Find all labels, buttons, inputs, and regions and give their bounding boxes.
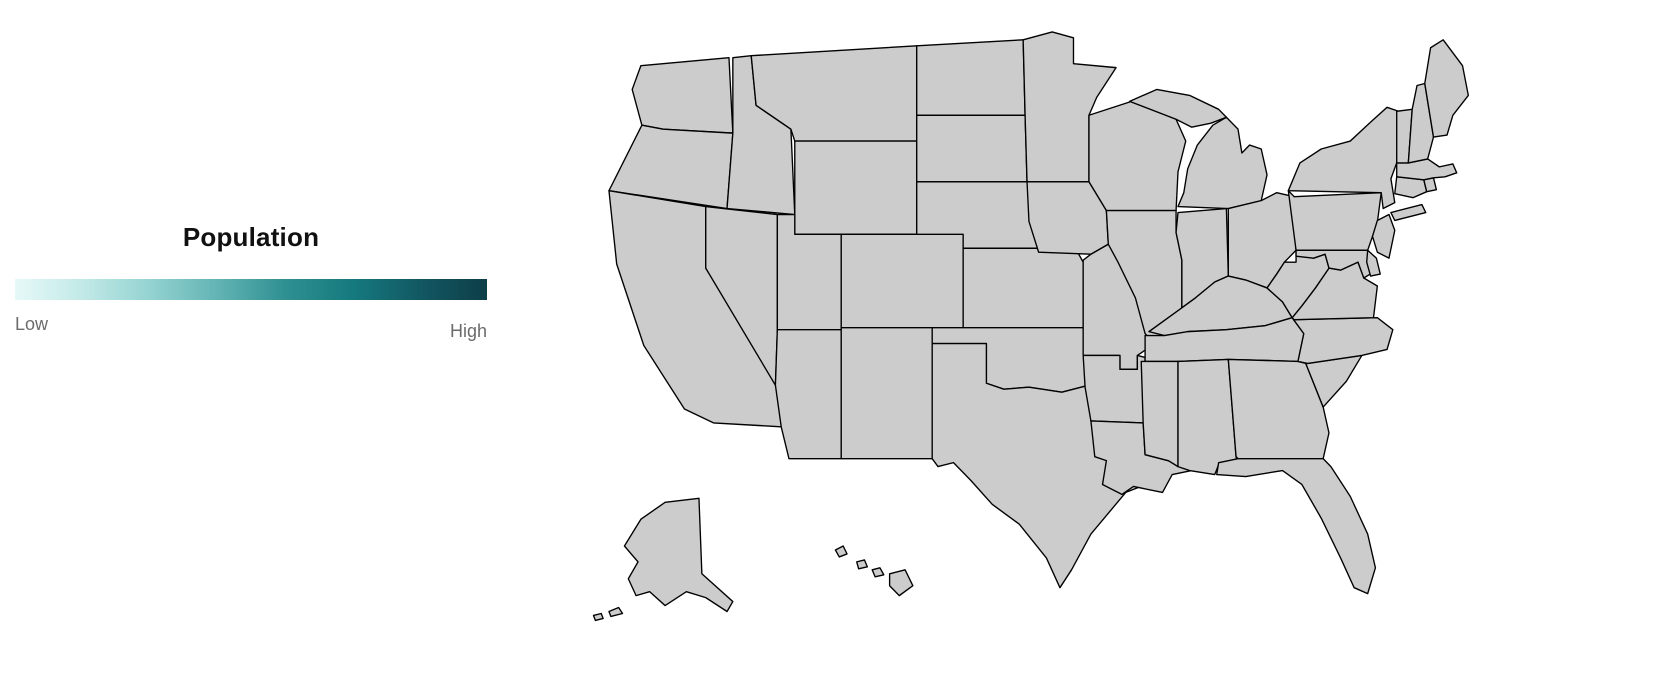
- legend-labels: Low High: [15, 314, 487, 342]
- state-arkansas[interactable]: [1082, 354, 1146, 424]
- state-washington[interactable]: [631, 57, 734, 134]
- us-choropleth-map: [578, 18, 1478, 678]
- state-hawaii-oahu[interactable]: [856, 559, 869, 570]
- state-wyoming[interactable]: [794, 140, 918, 236]
- state-delaware[interactable]: [1366, 249, 1381, 277]
- state-north-carolina[interactable]: [1291, 317, 1394, 365]
- legend-high-label: High: [449, 321, 487, 341]
- state-maine[interactable]: [1424, 39, 1470, 138]
- state-north-dakota[interactable]: [916, 39, 1026, 116]
- state-alaska[interactable]: [623, 497, 734, 613]
- state-florida[interactable]: [1216, 457, 1377, 595]
- state-arizona[interactable]: [774, 328, 842, 460]
- map-legend: Population Low High: [15, 222, 487, 342]
- state-new-york-long-island[interactable]: [1390, 203, 1427, 222]
- state-alaska-aleutians-2[interactable]: [592, 612, 604, 622]
- legend-low-label: Low: [15, 314, 49, 334]
- state-hawaii-kauai[interactable]: [834, 545, 848, 558]
- legend-title: Population: [182, 222, 320, 252]
- state-minnesota[interactable]: [1022, 31, 1117, 183]
- state-kansas[interactable]: [962, 247, 1084, 329]
- state-michigan[interactable]: [1177, 116, 1268, 210]
- state-alabama[interactable]: [1177, 358, 1239, 476]
- legend-gradient-bar: [15, 279, 487, 300]
- state-new-jersey[interactable]: [1371, 213, 1396, 259]
- state-south-dakota[interactable]: [916, 114, 1028, 183]
- state-colorado[interactable]: [840, 233, 964, 329]
- state-pennsylvania[interactable]: [1287, 189, 1382, 251]
- state-mississippi[interactable]: [1140, 360, 1179, 468]
- state-new-mexico[interactable]: [840, 326, 933, 460]
- state-hawaii-big-island[interactable]: [888, 569, 914, 597]
- state-alaska-aleutians-1[interactable]: [608, 606, 624, 618]
- state-hawaii-maui[interactable]: [871, 567, 885, 578]
- state-new-york[interactable]: [1287, 106, 1400, 210]
